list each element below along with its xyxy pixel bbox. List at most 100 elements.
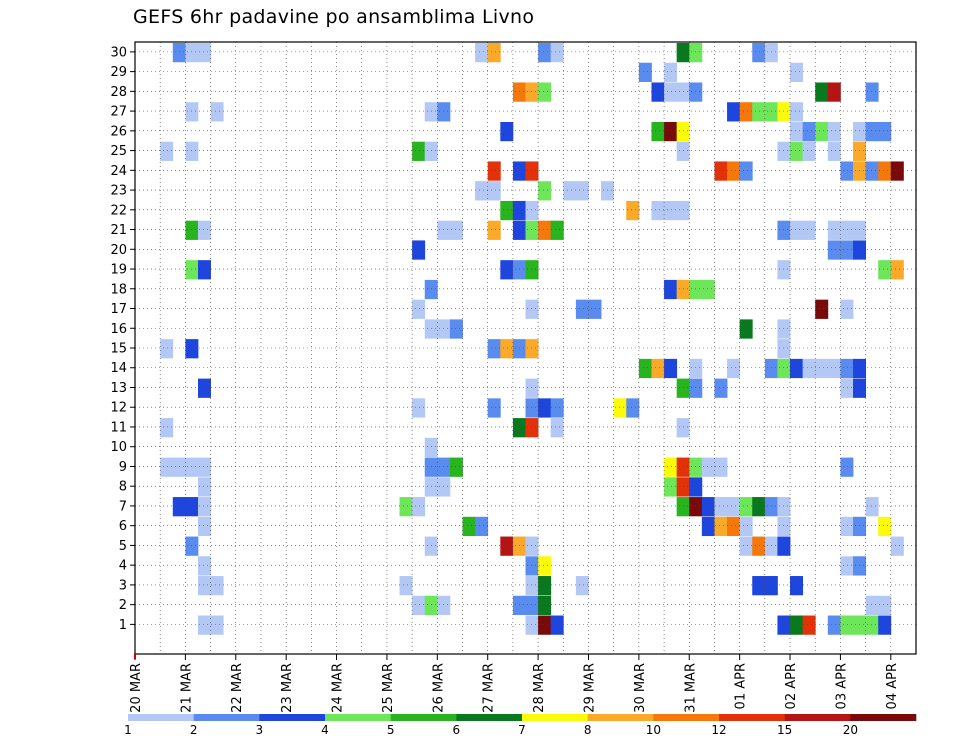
heat-cell (714, 378, 728, 398)
heat-cell (689, 497, 703, 517)
heat-cell (664, 279, 678, 300)
heat-cell (512, 536, 526, 556)
y-tick-label: 18 (110, 282, 127, 297)
heat-cell (185, 43, 199, 63)
colorbar-swatch (259, 714, 326, 721)
heat-cell (676, 141, 690, 161)
heat-cell (777, 497, 791, 517)
heat-cell (739, 536, 753, 556)
heat-cell (512, 260, 526, 280)
y-tick-label: 25 (110, 144, 127, 159)
heat-cell (777, 339, 791, 359)
x-tick-label: 22 MAR (230, 663, 245, 713)
heat-cell (790, 62, 804, 82)
colorbar-label: 7 (518, 723, 526, 737)
heat-cell (437, 477, 451, 497)
heat-cell (827, 240, 841, 260)
heat-cell (714, 457, 728, 477)
heat-cell (853, 358, 867, 379)
heat-cell (512, 161, 526, 181)
heat-cell (714, 161, 728, 181)
data-cells (160, 43, 904, 635)
heat-cell (412, 240, 426, 260)
y-tick-label: 22 (110, 203, 127, 218)
heat-cell (853, 220, 867, 240)
heat-cell (865, 497, 879, 517)
heat-cell (185, 536, 199, 556)
heat-cell (525, 339, 539, 359)
heat-cell (802, 358, 816, 379)
heat-cell (638, 62, 652, 82)
heat-cell (424, 319, 438, 339)
heat-cell (197, 497, 211, 517)
heat-cell (538, 220, 552, 240)
heat-cell (160, 141, 174, 161)
heat-cell (487, 181, 501, 201)
colorbar-swatch (193, 714, 260, 721)
heat-cell (664, 82, 678, 102)
heat-cell (802, 220, 816, 240)
heat-cell (197, 615, 211, 635)
heat-cell (815, 358, 829, 379)
x-tick-label: 25 MAR (381, 663, 396, 713)
heat-cell (160, 457, 174, 477)
heat-cell (412, 595, 426, 616)
heat-cell (412, 497, 426, 517)
heat-cell (538, 82, 552, 102)
heat-cell (827, 358, 841, 379)
x-tick-label: 01 APR (734, 663, 749, 709)
heat-cell (689, 358, 703, 379)
heat-cell (790, 358, 804, 379)
y-tick-label: 5 (119, 539, 127, 554)
heat-cell (399, 497, 413, 517)
heat-cell (777, 319, 791, 339)
colorbar-label: 8 (584, 723, 592, 737)
heat-cell (525, 299, 539, 319)
colorbar-label: 1 (124, 723, 132, 737)
heat-cell (424, 477, 438, 497)
y-tick-label: 19 (110, 263, 127, 278)
heat-cell (664, 358, 678, 379)
heat-cell (525, 398, 539, 418)
colorbar-label: 12 (711, 723, 726, 737)
y-tick-label: 8 (119, 480, 127, 495)
heat-cell (676, 477, 690, 497)
heat-cell (512, 82, 526, 102)
heat-cell (626, 398, 640, 418)
y-tick-label: 20 (110, 243, 127, 258)
heat-cell (487, 398, 501, 418)
heat-cell (550, 418, 564, 438)
heat-cell (853, 378, 867, 398)
colorbar-swatch (128, 714, 194, 721)
heat-cell (538, 595, 552, 616)
heat-cell (197, 43, 211, 63)
y-tick-label: 30 (110, 45, 127, 60)
heat-cell (878, 260, 892, 280)
heat-cell (727, 516, 741, 537)
heat-cell (853, 615, 867, 635)
heat-cell (752, 576, 766, 596)
heat-cell (651, 358, 665, 379)
heat-cell (185, 102, 199, 122)
colorbar-swatch (653, 714, 720, 721)
heat-cell (512, 595, 526, 616)
heat-cell (185, 497, 199, 517)
heat-cell (802, 141, 816, 161)
heat-cell (185, 457, 199, 477)
heat-cell (172, 43, 186, 63)
heat-cell (840, 378, 854, 398)
x-tick-label: 29 MAR (582, 663, 597, 713)
heat-cell (500, 536, 514, 556)
heat-cell (840, 161, 854, 181)
heat-cell (865, 161, 879, 181)
heat-cell (550, 220, 564, 240)
heat-cell (538, 181, 552, 201)
heat-cell (840, 299, 854, 319)
heat-cell (525, 595, 539, 616)
heat-cell (550, 398, 564, 418)
heat-cell (676, 121, 690, 142)
heat-cell (790, 576, 804, 596)
colorbar-label: 6 (453, 723, 461, 737)
heat-cell (739, 102, 753, 122)
